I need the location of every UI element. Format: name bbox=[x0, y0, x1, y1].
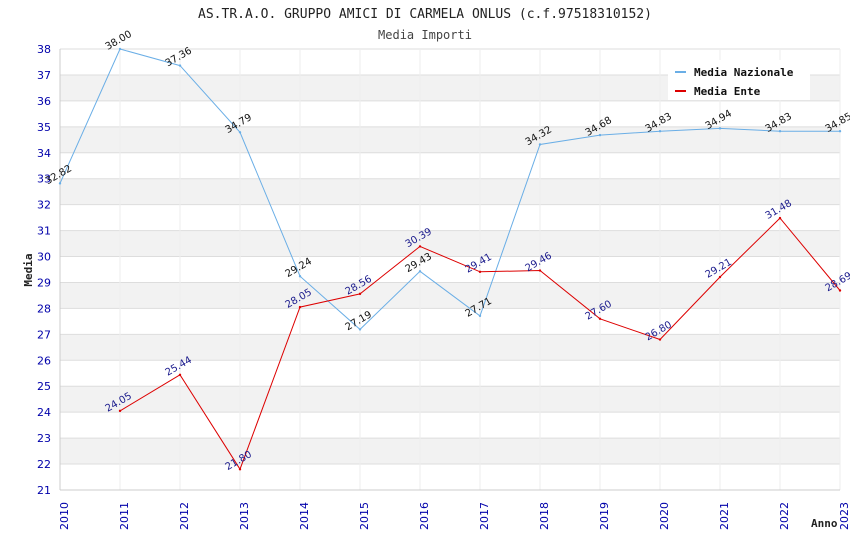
y-axis-label: Media bbox=[22, 253, 35, 286]
data-label: 27.19 bbox=[344, 309, 374, 333]
x-tick-label: 2016 bbox=[418, 502, 431, 530]
data-point bbox=[478, 270, 482, 274]
data-point bbox=[718, 127, 722, 130]
y-tick-label: 29 bbox=[37, 276, 51, 289]
x-tick-label: 2010 bbox=[58, 502, 71, 530]
data-point bbox=[538, 269, 542, 272]
plot-band bbox=[60, 438, 840, 465]
y-tick-label: 23 bbox=[37, 432, 51, 445]
y-tick-label: 38 bbox=[37, 43, 51, 56]
data-point bbox=[598, 133, 602, 137]
data-point bbox=[58, 182, 62, 185]
data-point bbox=[298, 275, 302, 278]
plot-band bbox=[60, 282, 840, 309]
x-axis-label: Anno bbox=[811, 517, 838, 530]
plot-band bbox=[60, 178, 840, 205]
data-point bbox=[238, 468, 242, 471]
data-point bbox=[838, 130, 842, 133]
data-point bbox=[118, 47, 122, 51]
data-point bbox=[418, 245, 422, 248]
y-tick-label: 21 bbox=[37, 484, 51, 497]
y-tick-label: 31 bbox=[37, 225, 51, 238]
data-point bbox=[418, 270, 422, 273]
x-tick-label: 2018 bbox=[538, 502, 551, 530]
data-point bbox=[358, 292, 362, 296]
data-point bbox=[358, 328, 362, 331]
y-tick-label: 28 bbox=[37, 302, 51, 315]
x-tick-label: 2019 bbox=[598, 502, 611, 530]
y-tick-label: 37 bbox=[37, 69, 51, 82]
plot-band bbox=[60, 230, 840, 257]
y-tick-label: 25 bbox=[37, 380, 51, 393]
y-tick-label: 32 bbox=[37, 199, 51, 212]
data-point bbox=[838, 289, 842, 292]
y-tick-label: 24 bbox=[37, 406, 51, 419]
axes bbox=[59, 49, 840, 491]
x-tick-label: 2015 bbox=[358, 502, 371, 530]
data-point bbox=[538, 143, 542, 146]
plot-band bbox=[60, 386, 840, 413]
legend: Media Nazionale Media Ente bbox=[668, 60, 810, 100]
y-tick-label: 36 bbox=[37, 95, 51, 108]
data-point bbox=[598, 317, 602, 320]
legend-label: Media Ente bbox=[694, 85, 761, 98]
data-point bbox=[118, 409, 122, 413]
data-point bbox=[658, 338, 662, 341]
data-point bbox=[778, 216, 782, 220]
data-point bbox=[178, 64, 182, 67]
data-label: 29.21 bbox=[704, 257, 734, 281]
y-tick-label: 35 bbox=[37, 121, 51, 134]
plot-band bbox=[60, 334, 840, 361]
y-tick-label: 30 bbox=[37, 251, 51, 264]
series-line-nazionale bbox=[59, 48, 840, 331]
x-tick-label: 2020 bbox=[658, 502, 671, 530]
legend-label: Media Nazionale bbox=[694, 66, 794, 79]
chart-title: AS.TR.A.O. GRUPPO AMICI DI CARMELA ONLUS… bbox=[198, 7, 652, 22]
x-tick-label: 2022 bbox=[778, 502, 791, 530]
chart-subtitle: Media Importi bbox=[378, 28, 472, 42]
data-point bbox=[658, 130, 662, 133]
data-label: 29.24 bbox=[284, 256, 314, 280]
x-tick-label: 2021 bbox=[718, 502, 731, 530]
y-tick-label: 33 bbox=[37, 173, 51, 186]
y-tick-label: 34 bbox=[37, 147, 51, 160]
y-tick-label: 26 bbox=[37, 354, 51, 367]
y-tick-label: 22 bbox=[37, 458, 51, 471]
x-tick-label: 2017 bbox=[478, 502, 491, 530]
data-point bbox=[298, 305, 302, 309]
x-tick-label: 2011 bbox=[118, 502, 131, 530]
x-tick-label: 2023 bbox=[838, 502, 850, 530]
legend-box bbox=[668, 60, 810, 100]
data-point bbox=[778, 130, 782, 133]
x-tick-labels: 2010 2011 2012 2013 2014 2015 2016 2017 2018 2019… bbox=[58, 502, 850, 530]
plot-band bbox=[60, 126, 840, 153]
data-point bbox=[718, 275, 722, 279]
data-point bbox=[478, 314, 482, 318]
y-tick-labels: 21 22 23 24 25 26 27 28 29 30 31 32 33 34 35 36 37 38 bbox=[37, 43, 51, 497]
series-lines bbox=[58, 47, 842, 471]
y-tick-label: 27 bbox=[37, 328, 51, 341]
data-point bbox=[238, 131, 242, 134]
x-tick-label: 2013 bbox=[238, 502, 251, 530]
x-tick-label: 2012 bbox=[178, 502, 191, 530]
x-tick-label: 2014 bbox=[298, 502, 311, 530]
data-point bbox=[178, 373, 182, 377]
